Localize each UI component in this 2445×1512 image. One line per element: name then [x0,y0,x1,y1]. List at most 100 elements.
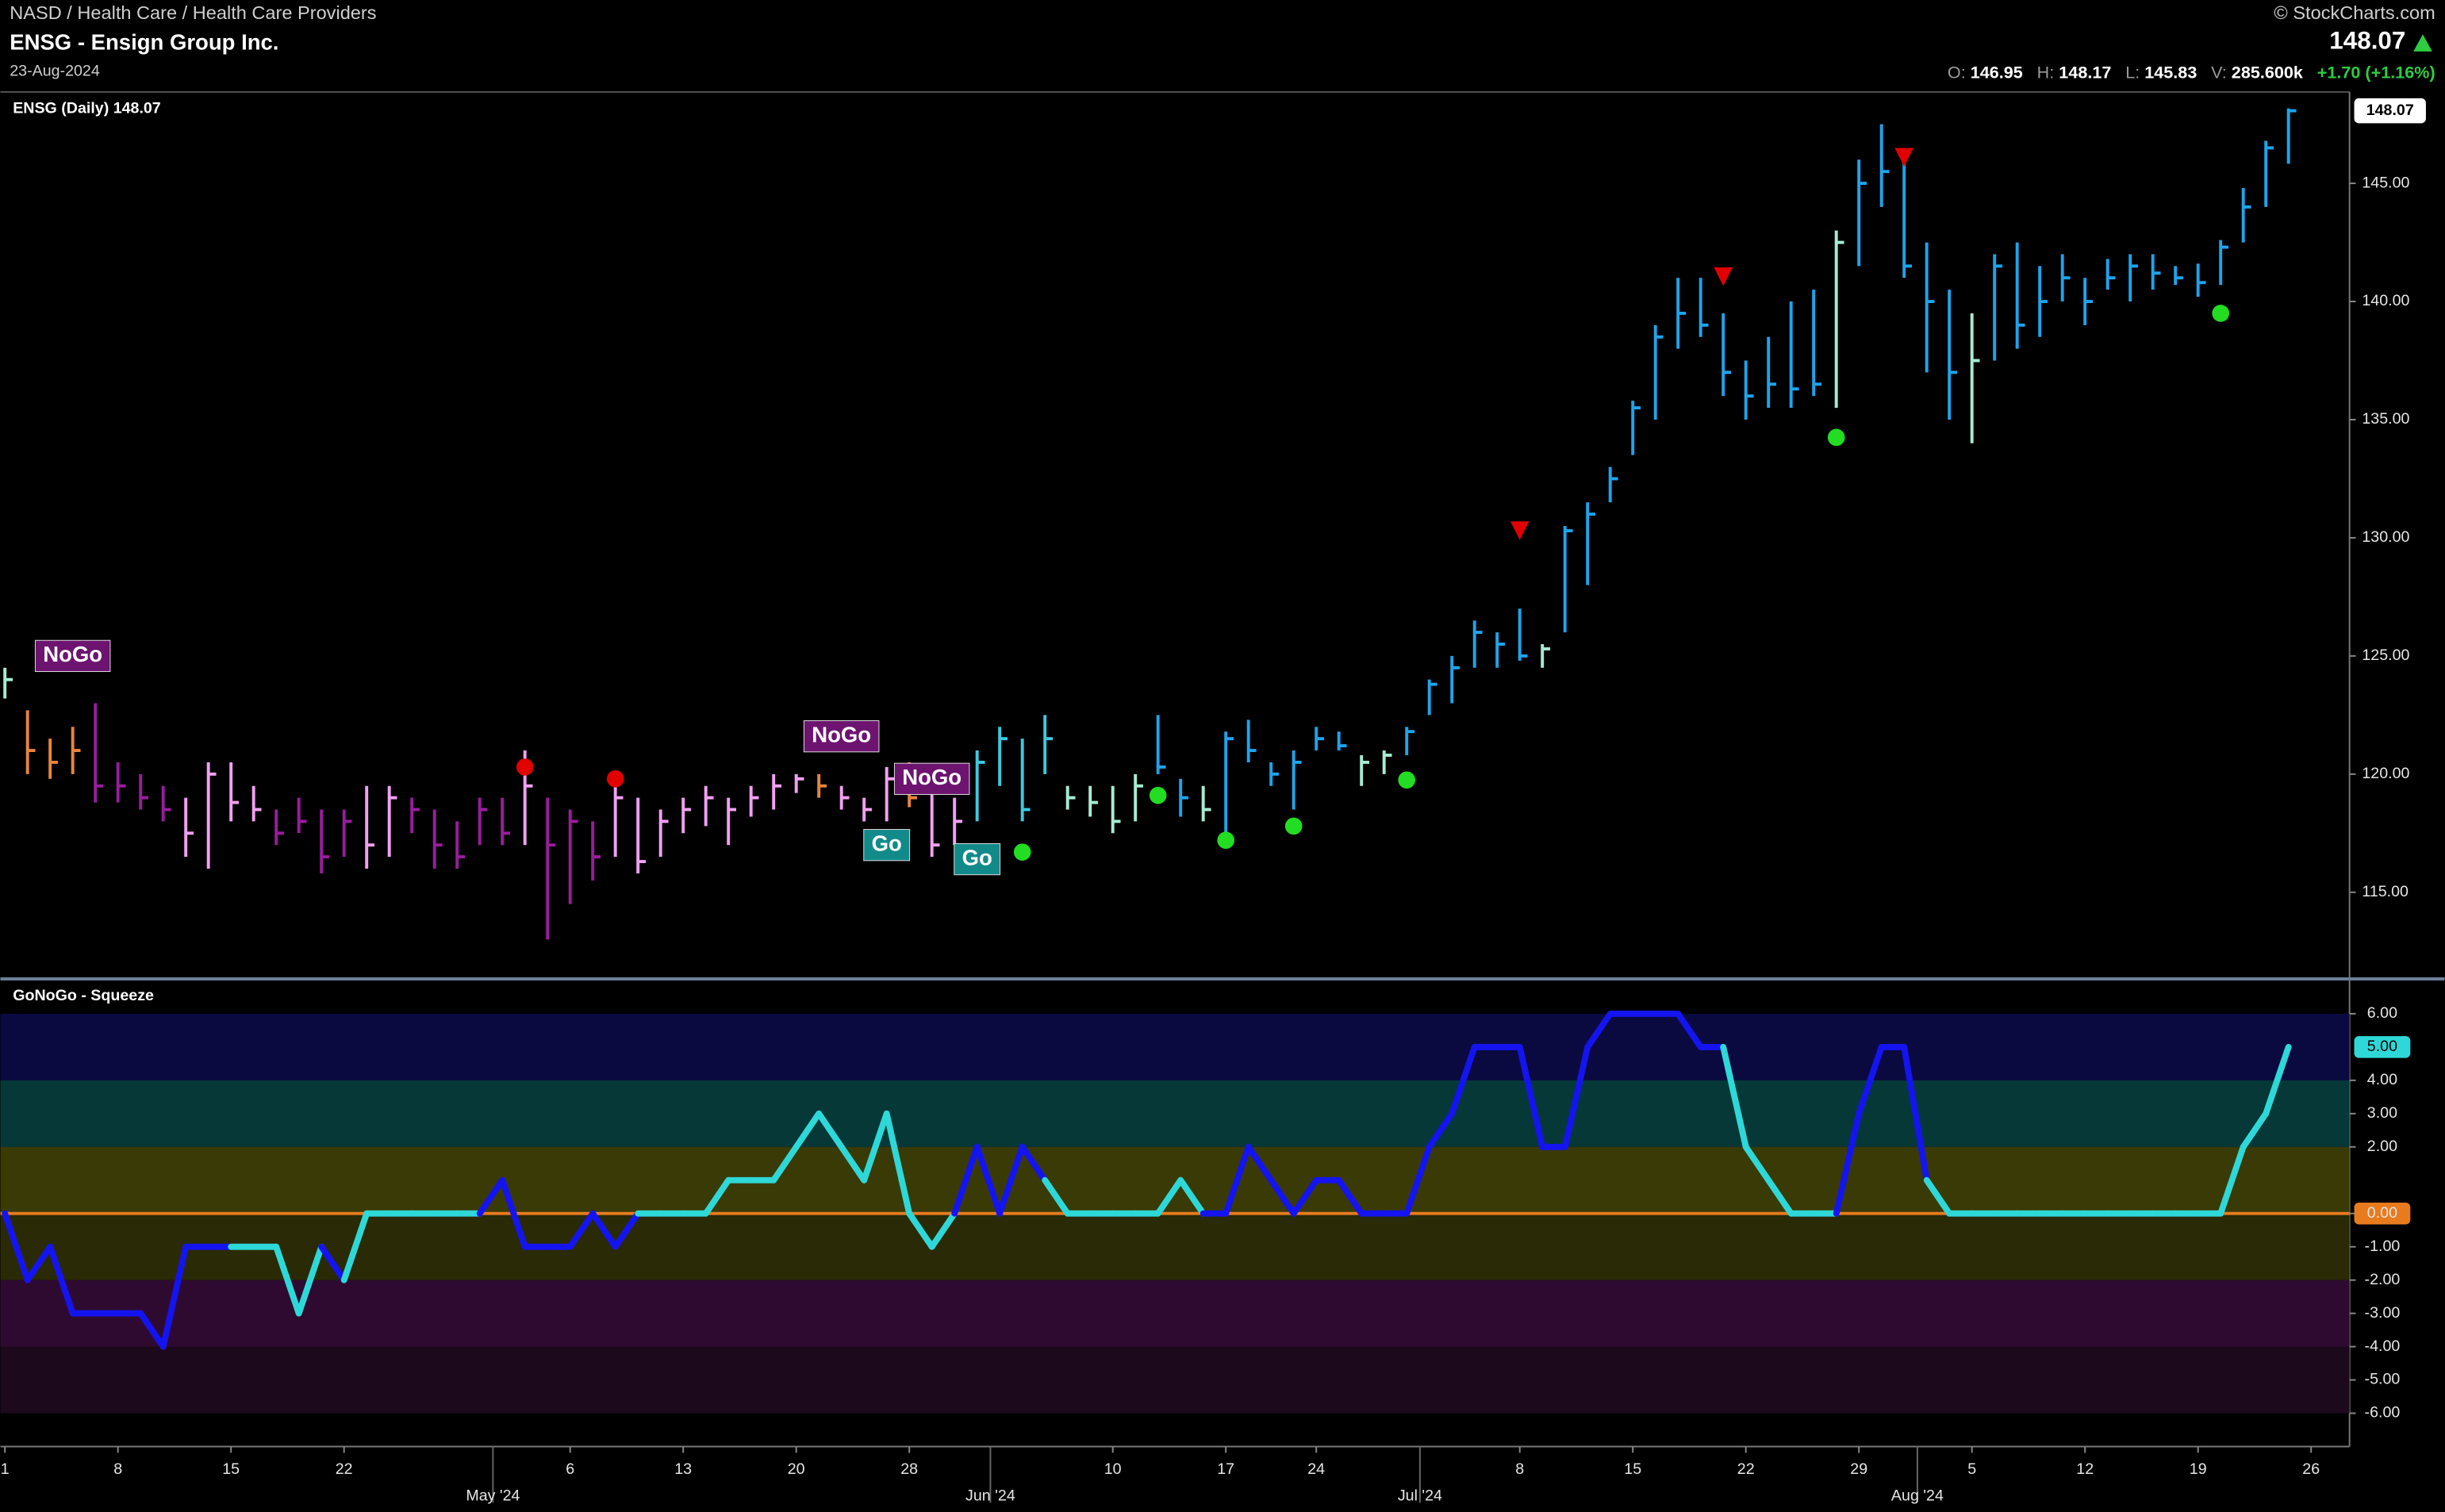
x-tick-label: 17 [1217,1460,1234,1478]
x-tick-label: 12 [2076,1460,2094,1478]
oscillator-segment [318,1243,347,1284]
oscillator-segment [566,1210,597,1250]
oscillator-segment [1268,1176,1297,1217]
oscillator-segment [951,1143,981,1217]
oscillator-segment [883,1110,913,1217]
oscillator-segment [1675,1010,1704,1050]
x-tick-label: 29 [1850,1460,1867,1478]
oscillator-panel: 6.00 4.00 3.00 2.00 0.00 -1.00 -2.00 -3.00 -4.00… [0,1004,2411,1505]
month-label: May '24 [466,1487,520,1505]
oscillator-segment [702,1176,732,1217]
x-tick-label: 1 [1,1460,10,1478]
trend-signal [2212,305,2230,322]
y-tick-label: -4.00 [2365,1337,2401,1355]
oscillator-segment [1856,1043,1885,1117]
ohlc-value: 146.95 [1971,62,2023,82]
zone-band [0,1013,2350,1080]
zone-band [0,1346,2350,1414]
trend-signal [516,758,534,776]
zone-band [0,1146,2350,1214]
y-tick-label: 115.00 [2362,883,2409,900]
x-tick-label: 6 [566,1460,574,1478]
annotation-label: Go [872,831,902,855]
y-tick-label: -6.00 [2365,1404,2401,1422]
y-tick-label: 3.00 [2367,1104,2397,1122]
countertrend-signal [1714,267,1733,286]
ohlc-label: O: [1948,62,1966,82]
zero-tag [2354,1202,2411,1225]
x-tick-label: 19 [2190,1460,2207,1478]
annotation-box [954,842,1001,876]
trend-signal [1217,831,1235,850]
x-tick-label: 5 [1967,1460,1976,1478]
oscillator-segment [2240,1110,2270,1150]
last-price-label: 148.07 [2366,102,2414,119]
oscillator-segment [1403,1143,1433,1217]
trend-signal [1149,786,1167,804]
y-tick-label: -1.00 [2365,1238,2401,1255]
oscillator-segment [1720,1043,1749,1150]
month-label: Jul '24 [1398,1487,1442,1505]
trend-signal [1284,817,1303,835]
ohlc-value: 285.600k [2232,62,2304,82]
oscillator-segment [2217,1143,2247,1217]
oscillator-segment [1177,1176,1207,1217]
y-tick-label: 120.00 [2362,765,2409,782]
y-tick-label: -3.00 [2365,1304,2401,1322]
oscillator-segment [973,1143,1004,1217]
ohlc-row: O: 146.95 H: 148.17 L: 145.83 V: 285.600… [1948,62,2435,82]
last-price: 148.07 [2329,26,2405,54]
change: +1.70 (+1.16%) [2317,62,2435,82]
oscillator-segment [1426,1110,1456,1150]
y-tick-label: 2.00 [2367,1138,2397,1155]
x-tick-label: 28 [900,1460,918,1478]
annotation-label: Go [962,845,992,869]
oscillator-segment [1335,1176,1365,1217]
oscillator-segment [1833,1110,1863,1217]
oscillator-segment [295,1243,325,1317]
annotation-box [803,720,880,753]
y-tick-label: 0.00 [2367,1204,2397,1222]
trend-signal [606,769,624,788]
y-tick-label: 6.00 [2367,1004,2397,1022]
legend-title: ENSG (Daily) [13,100,109,117]
month-label: Jun '24 [965,1487,1015,1505]
oscillator-segment [1222,1143,1252,1217]
symbol-title: ENSG - Ensign Group Inc. [10,29,278,54]
x-tick-label: 22 [1737,1460,1755,1478]
y-tick-label: 4.00 [2367,1071,2397,1088]
oscillator-segment [24,1243,54,1284]
countertrend-signal [1510,521,1530,540]
x-tick-label: 24 [1307,1460,1325,1478]
oscillator-segment [793,1110,823,1150]
x-tick-label: 22 [336,1460,353,1478]
indicator-legend: GoNoGo - Squeeze [13,987,154,1004]
breadcrumb: NASD / Health Care / Health Care Provide… [10,2,376,23]
countertrend-signal [1894,148,1913,167]
month-label: Aug '24 [1891,1487,1944,1505]
y-tick-label: 125.00 [2362,647,2409,664]
oscillator-segment [1765,1176,1794,1217]
date: 23-Aug-2024 [10,63,100,80]
trend-signal [1013,843,1031,861]
x-tick-label: 10 [1104,1460,1122,1478]
oscillator-segment [1449,1043,1478,1117]
oscillator-segment [1154,1176,1184,1217]
x-tick-label: 26 [2302,1460,2320,1478]
oscillator-segment [816,1110,845,1150]
ohlc-label: L: [2125,62,2140,82]
x-tick-label: 15 [222,1460,240,1478]
annotation-label: NoGo [812,722,871,746]
trend-signal [1398,771,1416,789]
oscillator-segment [273,1243,302,1317]
oscillator-segment [906,1210,935,1250]
y-tick-label: 145.00 [2362,174,2409,191]
y-tick-label: 140.00 [2362,292,2409,309]
x-tick-label: 8 [1515,1460,1524,1478]
oscillator-segment [2,1210,31,1284]
zone-band [0,1080,2350,1147]
annotation-box [863,829,911,862]
oscillator-segment [1561,1043,1591,1150]
ohlc-value: 145.83 [2144,62,2197,82]
